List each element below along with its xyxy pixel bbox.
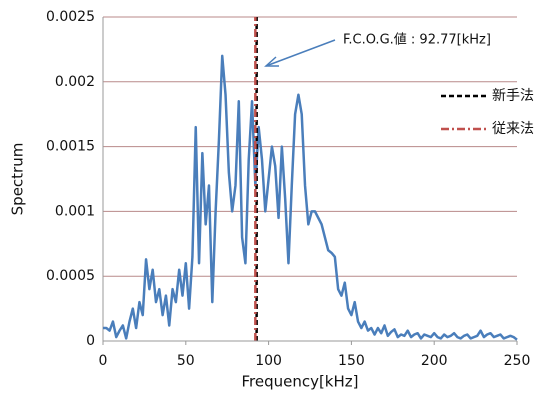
- y-tick-label: 0.0015: [46, 139, 95, 155]
- x-tick-label: 200: [421, 353, 448, 369]
- y-tick-label: 0.0005: [46, 268, 95, 284]
- arrow-head: [264, 56, 279, 67]
- x-tick-label: 100: [255, 353, 282, 369]
- x-tick-label: 250: [504, 353, 531, 369]
- y-axis-label: Spectrum: [9, 143, 27, 216]
- spectrum-line: [103, 54, 518, 341]
- x-axis-label: Frequency[kHz]: [241, 373, 358, 391]
- annotation-arrow: [265, 39, 336, 67]
- legend-label: 新手法: [492, 88, 534, 104]
- annotation: F.C.O.G.値 : 92.77[kHz]: [343, 32, 491, 48]
- x-tick-label: 150: [338, 353, 365, 369]
- y-tick-label: 0.0025: [46, 9, 95, 25]
- legend-label: 従来法: [492, 121, 534, 137]
- x-tick-label: 0: [99, 353, 108, 369]
- y-tick-label: 0: [86, 333, 95, 349]
- y-tick-label: 0.001: [55, 203, 95, 219]
- y-tick-label: 0.002: [55, 74, 95, 90]
- x-tick-label: 50: [177, 353, 195, 369]
